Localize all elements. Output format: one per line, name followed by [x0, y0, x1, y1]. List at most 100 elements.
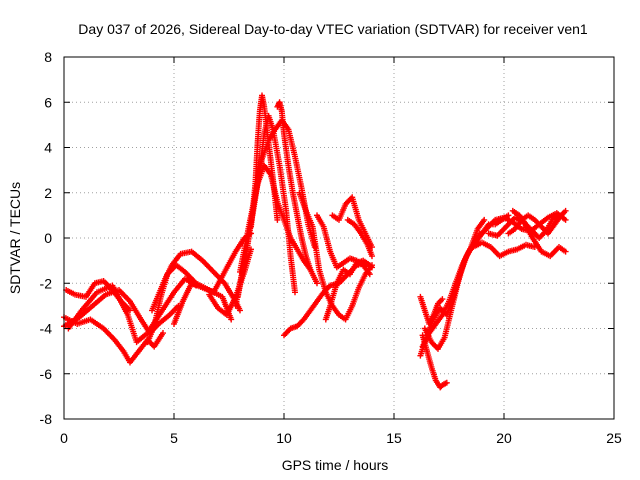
series-track-24 — [417, 293, 446, 327]
interpolated-points — [342, 256, 352, 265]
series-track-28 — [505, 207, 569, 237]
interpolated-points — [285, 164, 296, 194]
interpolated-points — [270, 178, 281, 221]
interpolated-points — [342, 267, 352, 277]
interpolated-points — [517, 213, 528, 226]
interpolated-points — [533, 218, 544, 229]
series-track-6 — [149, 248, 243, 314]
interpolated-points — [64, 287, 77, 297]
interpolated-points — [170, 252, 183, 267]
data-point — [274, 216, 281, 223]
series-track-1 — [61, 314, 166, 366]
interpolated-points — [433, 379, 443, 389]
interpolated-points — [163, 264, 174, 280]
interpolated-points — [315, 214, 326, 228]
interpolated-points — [308, 268, 320, 285]
interpolated-points — [174, 263, 187, 274]
data-point — [366, 262, 373, 269]
interpolated-points — [279, 110, 287, 135]
interpolated-points — [222, 250, 238, 274]
interpolated-points — [101, 326, 117, 342]
data-point — [556, 212, 562, 219]
interpolated-points — [363, 232, 375, 249]
interpolated-points — [292, 155, 305, 190]
interpolated-points — [252, 142, 261, 185]
interpolated-points — [315, 290, 326, 303]
interpolated-points — [91, 292, 108, 308]
interpolated-points — [440, 380, 449, 388]
series-track-29 — [509, 207, 562, 241]
interpolated-points — [289, 323, 299, 331]
interpolated-points — [190, 249, 205, 263]
data-point — [562, 248, 569, 255]
x-tick-label: 25 — [606, 430, 622, 446]
interpolated-points — [328, 250, 339, 269]
interpolated-points — [507, 227, 517, 236]
interpolated-points — [418, 295, 428, 312]
interpolated-points — [294, 214, 305, 239]
data-points — [61, 92, 569, 391]
x-tick-label: 10 — [276, 430, 292, 446]
interpolated-points — [436, 336, 447, 350]
interpolated-points — [207, 293, 220, 310]
interpolated-points — [309, 225, 322, 271]
interpolated-points — [484, 218, 497, 231]
interpolated-points — [331, 213, 341, 222]
interpolated-points — [526, 213, 537, 222]
data-point — [562, 207, 569, 214]
interpolated-points — [327, 282, 340, 307]
interpolated-points — [149, 293, 161, 312]
interpolated-points — [295, 317, 306, 328]
series-track-23 — [421, 216, 488, 352]
data-point — [505, 212, 512, 219]
series-track-4 — [63, 277, 133, 314]
series-track-2 — [61, 287, 182, 337]
interpolated-points — [493, 218, 504, 227]
interpolated-points — [352, 222, 363, 235]
series-track-12 — [248, 92, 281, 230]
y-tick-label: 0 — [44, 230, 52, 246]
data-point — [160, 330, 166, 337]
interpolated-points — [348, 261, 359, 276]
interpolated-points — [462, 245, 474, 262]
interpolated-points — [145, 325, 157, 344]
x-tick-label: 0 — [60, 430, 68, 446]
interpolated-points — [476, 227, 488, 240]
interpolated-points — [559, 209, 568, 217]
interpolated-points — [337, 313, 347, 322]
interpolated-points — [335, 261, 345, 270]
interpolated-points — [295, 248, 306, 262]
interpolated-points — [448, 282, 461, 312]
interpolated-points — [436, 297, 444, 306]
interpolated-points — [276, 164, 289, 212]
data-point — [292, 289, 298, 296]
interpolated-points — [361, 258, 372, 268]
interpolated-points — [323, 304, 333, 321]
interpolated-points — [128, 300, 143, 321]
interpolated-points — [201, 285, 215, 295]
interpolated-points — [540, 249, 552, 259]
interpolated-points — [135, 331, 150, 344]
data-point — [443, 379, 450, 386]
series-track-16 — [314, 212, 373, 278]
x-tick-label: 20 — [496, 430, 512, 446]
interpolated-points — [168, 304, 180, 317]
interpolated-points — [119, 299, 132, 312]
x-axis-label: GPS time / hours — [282, 457, 389, 473]
interpolated-points — [431, 302, 441, 317]
interpolated-points — [422, 327, 434, 344]
interpolated-points — [102, 279, 114, 292]
interpolated-points — [511, 208, 521, 218]
interpolated-points — [316, 268, 329, 294]
series-track-25 — [470, 239, 538, 260]
interpolated-points — [442, 309, 454, 339]
chart-title: Day 037 of 2026, Sidereal Day-to-day VTE… — [78, 21, 588, 37]
interpolated-points — [78, 304, 94, 319]
interpolated-points — [261, 105, 272, 144]
interpolated-points — [125, 314, 139, 343]
interpolated-points — [117, 288, 132, 303]
interpolated-points — [237, 225, 252, 273]
interpolated-points — [356, 218, 368, 235]
interpolated-points — [282, 326, 293, 337]
y-tick-label: -2 — [40, 275, 53, 291]
